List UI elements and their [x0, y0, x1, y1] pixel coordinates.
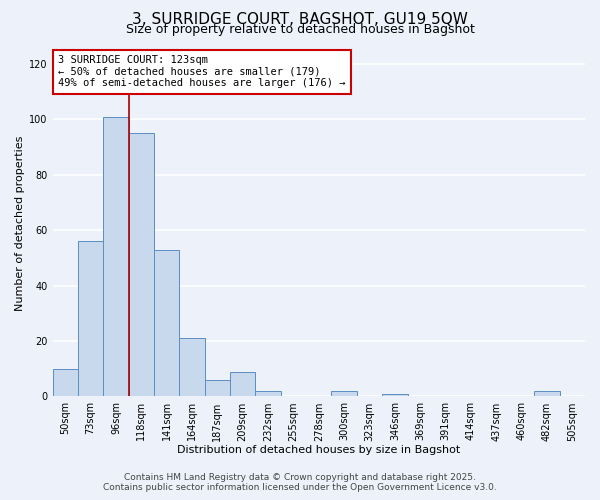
Bar	[382, 394, 407, 396]
Y-axis label: Number of detached properties: Number of detached properties	[15, 136, 25, 311]
Bar	[103, 116, 128, 396]
Bar	[534, 391, 560, 396]
Bar	[256, 391, 281, 396]
X-axis label: Distribution of detached houses by size in Bagshot: Distribution of detached houses by size …	[177, 445, 460, 455]
Bar	[230, 372, 256, 396]
Text: Contains HM Land Registry data © Crown copyright and database right 2025.
Contai: Contains HM Land Registry data © Crown c…	[103, 473, 497, 492]
Bar	[128, 133, 154, 396]
Bar	[53, 369, 78, 396]
Text: 3 SURRIDGE COURT: 123sqm
← 50% of detached houses are smaller (179)
49% of semi-: 3 SURRIDGE COURT: 123sqm ← 50% of detach…	[58, 55, 346, 88]
Bar	[78, 242, 103, 396]
Bar	[154, 250, 179, 396]
Bar	[205, 380, 230, 396]
Text: 3, SURRIDGE COURT, BAGSHOT, GU19 5QW: 3, SURRIDGE COURT, BAGSHOT, GU19 5QW	[132, 12, 468, 28]
Bar	[179, 338, 205, 396]
Bar	[331, 391, 357, 396]
Text: Size of property relative to detached houses in Bagshot: Size of property relative to detached ho…	[125, 22, 475, 36]
